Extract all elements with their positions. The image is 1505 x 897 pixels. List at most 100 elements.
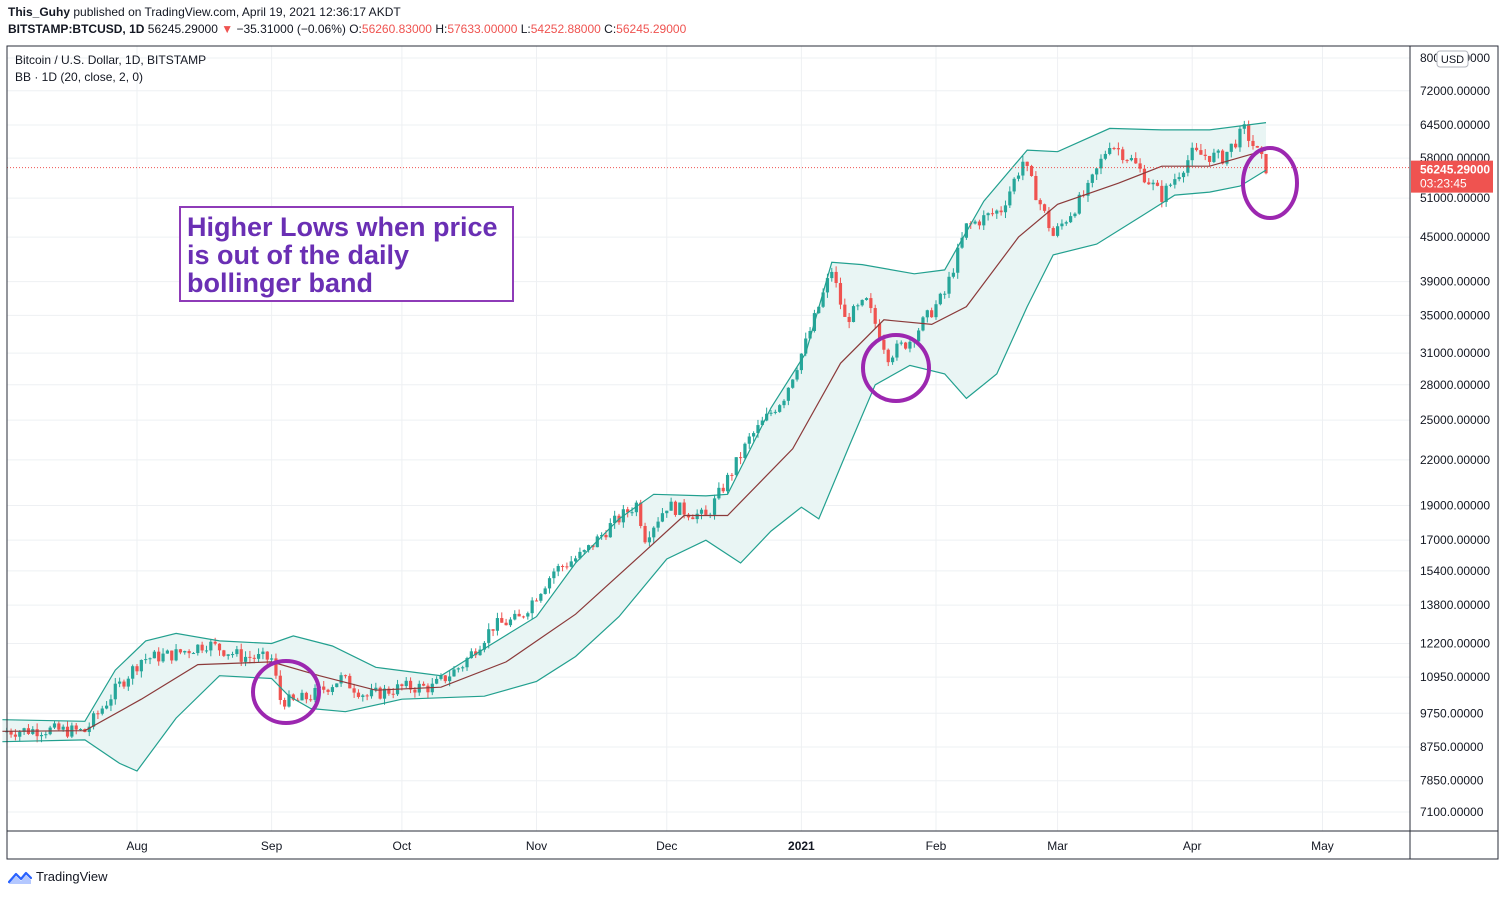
time-tick-label: Feb	[926, 839, 947, 853]
candle-body	[126, 678, 130, 687]
candle-body	[452, 669, 456, 677]
candle-body	[287, 694, 291, 707]
candle-body	[930, 310, 934, 318]
candle-body	[35, 729, 39, 737]
candle-body	[517, 613, 521, 617]
price-tick-label: 8750.00000	[1420, 740, 1484, 754]
publish-info: This_Guhy published on TradingView.com, …	[8, 5, 401, 19]
price-tick-label: 19000.00000	[1420, 499, 1490, 513]
time-tick-label: Sep	[261, 839, 283, 853]
candle-body	[995, 210, 999, 214]
candle-body	[135, 666, 139, 672]
tradingview-logo-icon	[8, 871, 32, 884]
price-tick-label: 7100.00000	[1420, 805, 1484, 819]
price-axis[interactable]: 80000.0000072000.0000064500.0000058000.0…	[1420, 51, 1490, 819]
annotation-box[interactable]: Higher Lows when price is out of the dai…	[179, 206, 514, 302]
candle-body	[204, 650, 209, 652]
candle-body	[148, 658, 152, 660]
candle-body	[461, 667, 465, 669]
candle-body	[191, 653, 196, 655]
candle-body	[1060, 223, 1064, 227]
time-tick-label: Nov	[526, 839, 547, 853]
price-tick-label: 25000.00000	[1420, 413, 1490, 427]
candle-body	[582, 550, 586, 552]
candle-body	[934, 304, 938, 318]
candle-body	[196, 644, 200, 654]
candle-body	[1064, 222, 1068, 224]
candle-body	[530, 600, 534, 614]
candle-body	[109, 699, 113, 706]
candle-body	[752, 433, 756, 437]
candle-body	[1090, 174, 1094, 183]
candle-body	[734, 457, 738, 475]
price-tick-label: 12200.00000	[1420, 636, 1490, 650]
candle-body	[691, 517, 695, 520]
price-tick-label: 9750.00000	[1420, 706, 1484, 720]
candle-body	[1003, 205, 1008, 213]
currency-badge[interactable]: USD	[1436, 50, 1469, 68]
author-name[interactable]: This_Guhy	[8, 5, 71, 19]
candle-body	[982, 215, 986, 226]
candle-body	[487, 629, 491, 643]
candle-body	[977, 221, 982, 226]
candle-body	[843, 304, 847, 317]
candle-body	[738, 457, 743, 459]
candle-body	[439, 675, 443, 679]
candle-body	[886, 349, 890, 363]
candle-body	[1051, 228, 1055, 236]
candle-body	[131, 666, 135, 679]
candle-body	[456, 668, 460, 670]
candle-body	[669, 501, 673, 511]
candle-body	[239, 649, 243, 662]
candle-body	[500, 618, 504, 623]
candle-body	[1073, 213, 1077, 217]
footer-brand[interactable]: TradingView	[8, 869, 108, 884]
candle-body	[539, 593, 543, 601]
highlight-circle-sep[interactable]	[251, 659, 321, 725]
candle-body	[391, 693, 395, 695]
candle-body	[1129, 158, 1134, 161]
chart-legend-title[interactable]: Bitcoin / U.S. Dollar, 1D, BITSTAMP	[15, 53, 206, 67]
candle-body	[1177, 177, 1181, 180]
candle-body	[222, 650, 226, 656]
highlight-circle-apr[interactable]	[1241, 146, 1299, 220]
candle-body	[504, 622, 508, 626]
candle-body	[960, 237, 964, 248]
candle-body	[1103, 153, 1107, 159]
candle-body	[213, 641, 217, 644]
candle-body	[956, 247, 960, 273]
candle-body	[556, 566, 560, 572]
candle-body	[1264, 154, 1268, 174]
highlight-circle-jan[interactable]	[861, 333, 931, 403]
candle-body	[144, 659, 148, 661]
candle-body	[613, 515, 617, 524]
candle-body	[435, 678, 439, 684]
candle-body	[656, 521, 660, 528]
annotation-line-3: bollinger band	[187, 268, 373, 298]
candle-body	[717, 487, 721, 499]
footer-brand-label: TradingView	[36, 869, 108, 884]
price-tick-label: 15400.00000	[1420, 564, 1490, 578]
candle-body	[39, 734, 44, 737]
candle-body	[1112, 148, 1116, 150]
candle-body	[608, 523, 612, 538]
candle-body	[152, 651, 156, 659]
candle-body	[426, 685, 430, 693]
candle-body	[773, 411, 777, 413]
candle-body	[951, 272, 955, 277]
price-tick-label: 17000.00000	[1420, 533, 1490, 547]
high-label: H:	[435, 22, 448, 36]
candle-body	[235, 649, 239, 655]
indicator-legend[interactable]: BB · 1D (20, close, 2, 0)	[15, 70, 143, 84]
candle-body	[495, 618, 500, 631]
price-tick-label: 13800.00000	[1420, 598, 1490, 612]
candle-body	[573, 558, 578, 562]
candle-body	[943, 293, 947, 295]
time-axis[interactable]: Aug Sep Oct Nov Dec 2021 Feb Mar Apr May	[126, 839, 1333, 853]
candle-body	[795, 370, 799, 380]
ohlc-info: BITSTAMP:BTCUSD, 1D 56245.29000 ▼ −35.31…	[8, 22, 686, 36]
candle-body	[243, 656, 248, 662]
candle-body	[482, 642, 486, 650]
annotation-line-1: Higher Lows when price	[187, 212, 498, 242]
